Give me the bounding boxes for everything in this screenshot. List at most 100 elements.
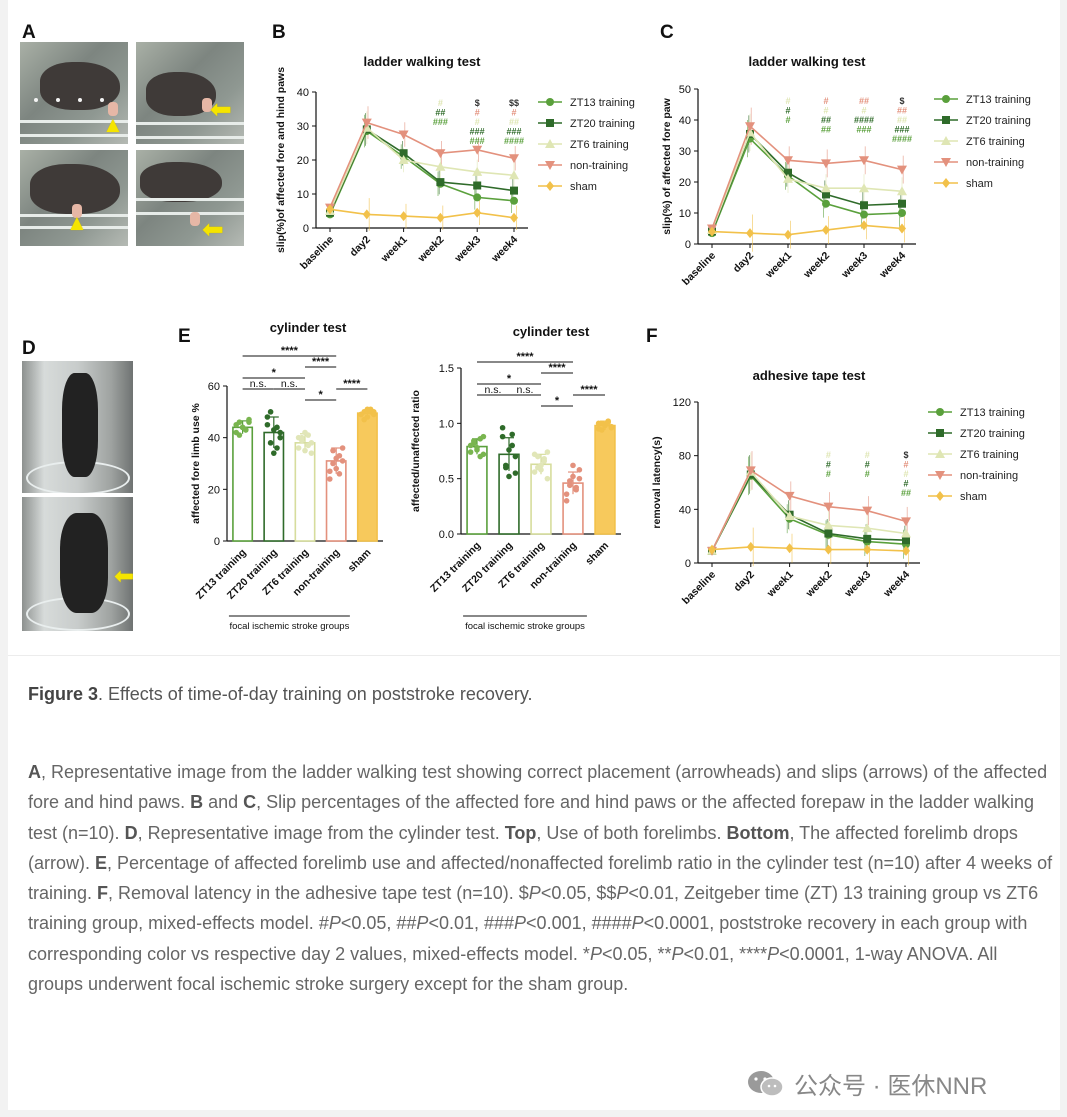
x-tick-label: week1 (764, 569, 796, 601)
data-point (399, 149, 408, 158)
significance-marker: ### (894, 125, 909, 135)
data-point (822, 190, 830, 199)
significance-label: * (272, 367, 277, 379)
data-point (898, 209, 906, 217)
data-point (326, 204, 334, 215)
legend-label: sham (570, 181, 597, 193)
data-point (821, 183, 831, 193)
watermark-text: 公众号 · 医休NNR (794, 1073, 988, 1100)
data-point (499, 424, 506, 431)
y-axis-label: affected/unaffected ratio (410, 390, 422, 512)
significance-marker: # (438, 98, 443, 108)
significance-label: **** (548, 362, 566, 374)
series-line (711, 224, 903, 236)
data-point (708, 226, 716, 237)
panel-label-a: A (22, 22, 36, 43)
data-point (576, 467, 583, 473)
data-point (784, 491, 795, 501)
data-point (243, 427, 249, 433)
significance-label: * (318, 389, 323, 401)
y-tick-label: 0 (685, 239, 691, 251)
significance-marker: ## (897, 106, 907, 116)
legend-marker (546, 181, 554, 191)
data-point (784, 511, 795, 521)
x-tick-label: baseline (680, 250, 718, 288)
significance-marker: # (785, 96, 790, 106)
data-point (745, 466, 756, 476)
y-tick-label: 40 (679, 504, 691, 516)
significance-marker: # (785, 106, 790, 116)
legend-label: non-training (966, 157, 1024, 169)
x-tick-label: week4 (881, 569, 913, 601)
data-point (901, 517, 911, 527)
x-tick-label: week2 (801, 250, 833, 282)
x-tick-label: day2 (348, 234, 374, 260)
significance-marker: # (823, 96, 828, 106)
legend-label: ZT6 training (570, 139, 629, 151)
figure-3: A ▲ ⬅ ▲ ⬅ D (8, 0, 1060, 655)
significance-marker: ### (470, 127, 485, 137)
y-tick-label: 30 (297, 121, 309, 133)
significance-label: n.s. (517, 384, 534, 396)
chart-title: adhesive tape test (753, 368, 866, 383)
data-point (784, 168, 792, 177)
series-line (711, 130, 903, 231)
data-point (599, 427, 605, 433)
bar (294, 442, 316, 542)
data-point (595, 420, 602, 427)
chart-title: ladder walking test (363, 54, 481, 69)
data-point (541, 455, 547, 462)
data-point (824, 529, 833, 538)
significance-marker: #### (504, 136, 524, 146)
y-tick-label: 0.5 (439, 474, 454, 486)
data-point (860, 201, 868, 210)
data-point (784, 229, 792, 240)
chart-e-cylinder-use: cylinder test 0 20 40 60 affected fore limb u… (190, 320, 383, 632)
significance-marker: # (903, 469, 908, 479)
significance-marker: # (903, 479, 908, 489)
data-point (330, 447, 336, 454)
arrowhead-icon: ▲ (66, 210, 88, 235)
data-point (474, 447, 480, 453)
data-point (897, 186, 907, 196)
data-point (398, 155, 409, 164)
figure-caption-body: A, Representative image from the ladder … (28, 762, 1053, 995)
data-point (785, 543, 794, 554)
data-point (563, 498, 570, 504)
x-tick-label: week4 (489, 234, 521, 266)
legend-label: ZT20 training (570, 118, 635, 130)
data-point (327, 468, 333, 475)
significance-marker: $$ (509, 98, 519, 108)
data-point (608, 423, 615, 430)
data-point (361, 118, 372, 128)
chart-c-ladder-fore: ladder walking test 0 10 20 30 40 50 baseline da… (661, 54, 1031, 288)
x-tick-label: week4 (877, 250, 909, 282)
chart-title: ladder walking test (748, 54, 866, 69)
x-tick-label: day2 (732, 569, 758, 595)
significance-marker: # (826, 450, 831, 460)
significance-marker: ### (433, 117, 448, 127)
significance-marker: # (475, 108, 480, 118)
arrow-left-icon: ⬅ (114, 563, 133, 590)
x-tick-label: baseline (680, 569, 718, 607)
significance-marker: # (826, 460, 831, 470)
ladder-photo-4: ⬅ (136, 150, 244, 246)
data-point (480, 433, 487, 440)
figure-title-text: . Effects of time-of-day training on pos… (98, 684, 533, 704)
panel-label-f: F (646, 326, 658, 347)
data-point (267, 409, 274, 415)
ladder-photo-1: ▲ (20, 42, 128, 144)
chart-b-ladder-fore-hind: ladder walking test 0 10 20 30 40 baseline day2… (275, 54, 635, 272)
series-line (711, 546, 907, 552)
data-point (271, 450, 277, 456)
y-tick-label: 40 (297, 87, 309, 99)
data-point (821, 159, 831, 169)
y-axis-label: removal latency(s) (651, 436, 663, 528)
significance-marker: #### (892, 134, 912, 144)
legend-marker (942, 178, 950, 188)
watermark: 公众号 · 医休NNR (746, 1066, 987, 1101)
panel-label-e: E (178, 326, 191, 347)
significance-label: * (555, 395, 560, 407)
significance-marker: ## (509, 117, 519, 127)
data-point (467, 449, 474, 455)
